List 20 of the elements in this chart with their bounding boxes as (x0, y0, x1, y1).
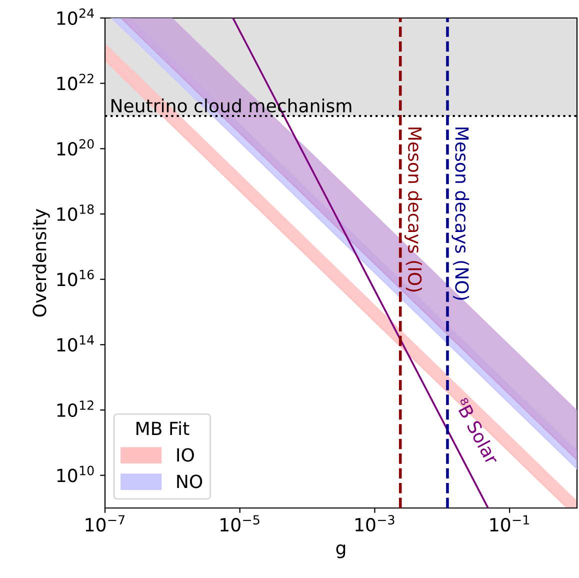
x-tick-label: 10$^{−7}$ (86, 515, 124, 532)
x-axis-title: g (336, 544, 346, 558)
y-tick-label: 10$^{16}$ (57, 270, 94, 286)
y-tick-label: 10$^{12}$ (57, 400, 94, 417)
text: ⁸B Solar (454, 396, 500, 466)
y-tick-label: 10$^{20}$ (57, 139, 94, 156)
x-tick-label: 10$^{−1}$ (490, 515, 529, 532)
ref-line-label: Meson decays (IO) (404, 128, 422, 292)
y-axis-title: Overdensity (32, 208, 50, 317)
y-tick-label: 10$^{10}$ (57, 466, 94, 482)
y-tick-label: 10$^{24}$ (57, 8, 94, 25)
x-tick-label: 10$^{−5}$ (220, 515, 260, 532)
legend-label: NO (177, 474, 202, 488)
legend-title: MB Fit (136, 421, 190, 435)
y-tick-label: 10$^{18}$ (57, 204, 94, 221)
legend-label: IO (177, 448, 194, 462)
ref-line-label: Meson decays (NO) (452, 128, 470, 300)
y-tick-label: 10$^{22}$ (57, 74, 94, 90)
x-tick-label: 10$^{−3}$ (355, 515, 394, 532)
y-tick-label: 10$^{14}$ (57, 335, 94, 352)
